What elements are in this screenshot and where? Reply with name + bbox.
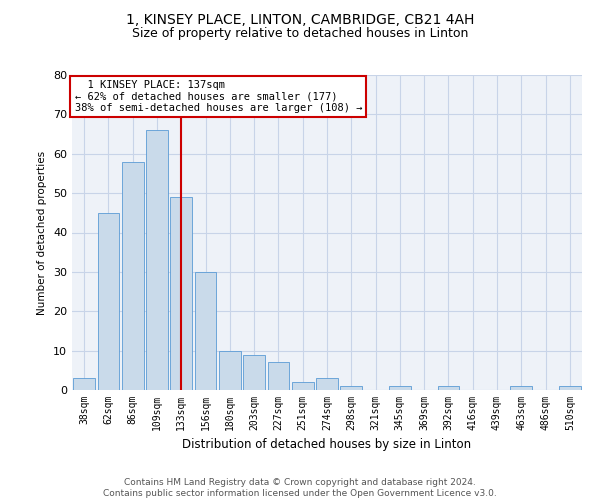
Bar [219, 350, 241, 390]
Bar [316, 378, 338, 390]
Bar [268, 362, 289, 390]
Bar [437, 386, 460, 390]
Bar [389, 386, 411, 390]
Y-axis label: Number of detached properties: Number of detached properties [37, 150, 47, 314]
Bar [97, 213, 119, 390]
Bar [243, 354, 265, 390]
Text: 1, KINSEY PLACE, LINTON, CAMBRIDGE, CB21 4AH: 1, KINSEY PLACE, LINTON, CAMBRIDGE, CB21… [126, 12, 474, 26]
Text: Contains HM Land Registry data © Crown copyright and database right 2024.
Contai: Contains HM Land Registry data © Crown c… [103, 478, 497, 498]
Bar [73, 378, 95, 390]
Bar [122, 162, 143, 390]
X-axis label: Distribution of detached houses by size in Linton: Distribution of detached houses by size … [182, 438, 472, 452]
Bar [340, 386, 362, 390]
Bar [292, 382, 314, 390]
Bar [511, 386, 532, 390]
Text: Size of property relative to detached houses in Linton: Size of property relative to detached ho… [132, 28, 468, 40]
Bar [170, 197, 192, 390]
Bar [146, 130, 168, 390]
Bar [194, 272, 217, 390]
Bar [559, 386, 581, 390]
Text: 1 KINSEY PLACE: 137sqm
← 62% of detached houses are smaller (177)
38% of semi-de: 1 KINSEY PLACE: 137sqm ← 62% of detached… [74, 80, 362, 113]
